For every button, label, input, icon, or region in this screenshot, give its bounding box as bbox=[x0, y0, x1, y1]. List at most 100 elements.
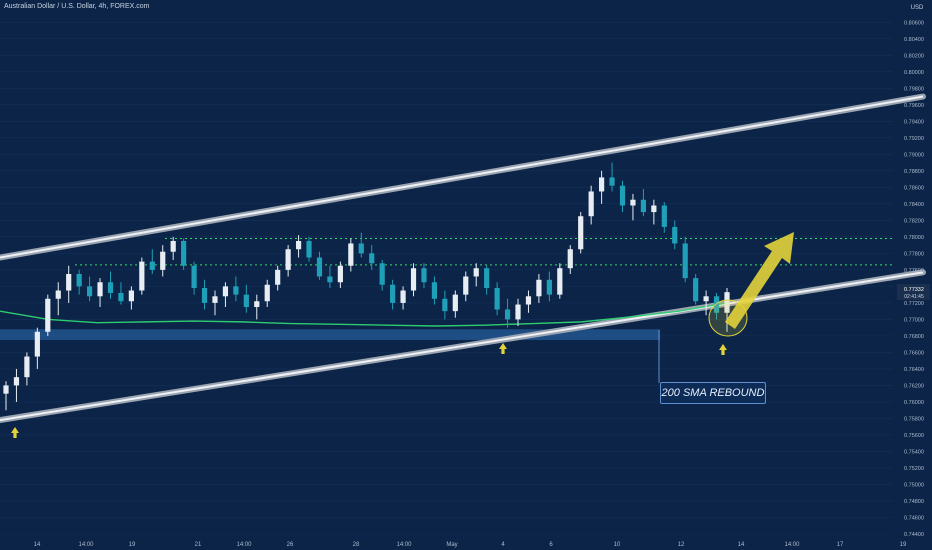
candle bbox=[379, 259, 385, 291]
price-tick-label: 0.80000 bbox=[904, 70, 924, 76]
price-tick-label: 0.76600 bbox=[904, 350, 924, 356]
time-tick-label: 19 bbox=[129, 542, 136, 548]
price-tick-label: 0.78800 bbox=[904, 169, 924, 175]
price-channel bbox=[0, 93, 926, 424]
candle bbox=[515, 298, 521, 326]
time-tick-label: 19 bbox=[900, 542, 907, 548]
price-tick-label: 0.75800 bbox=[904, 416, 924, 422]
price-tick-label: 0.78000 bbox=[904, 235, 924, 241]
candle bbox=[578, 212, 584, 254]
candle bbox=[34, 327, 40, 369]
candle bbox=[222, 282, 229, 308]
time-tick-label: 10 bbox=[614, 542, 621, 548]
candle bbox=[473, 263, 479, 287]
candle bbox=[191, 261, 197, 295]
up-arrow-icon bbox=[499, 343, 507, 354]
candle bbox=[484, 265, 490, 295]
candle bbox=[619, 180, 626, 213]
price-tick-label: 0.77200 bbox=[904, 301, 924, 307]
candle bbox=[421, 263, 427, 289]
candle bbox=[410, 263, 417, 297]
time-tick-label: 14:00 bbox=[396, 542, 412, 548]
candle bbox=[567, 245, 573, 274]
candle bbox=[212, 290, 218, 316]
candle bbox=[358, 232, 364, 258]
candle bbox=[254, 294, 260, 320]
candle bbox=[285, 245, 291, 277]
candle bbox=[316, 251, 323, 280]
candles bbox=[3, 162, 730, 411]
candle bbox=[97, 278, 103, 308]
time-tick-label: 14 bbox=[34, 542, 41, 548]
candle bbox=[442, 290, 448, 320]
candle bbox=[494, 282, 500, 316]
candle bbox=[3, 381, 9, 411]
candle bbox=[264, 279, 270, 308]
candle bbox=[463, 271, 469, 302]
price-tick-label: 0.74800 bbox=[904, 499, 924, 505]
price-tick-label: 0.79400 bbox=[904, 119, 924, 125]
up-arrow-icon bbox=[719, 344, 727, 355]
candle bbox=[170, 236, 176, 260]
candle bbox=[181, 238, 187, 270]
price-tick-label: 0.74400 bbox=[904, 532, 924, 538]
price-tick-label: 0.75000 bbox=[904, 482, 924, 488]
price-tick-label: 0.76400 bbox=[904, 367, 924, 373]
time-tick-label: 21 bbox=[195, 542, 202, 548]
candle bbox=[651, 199, 657, 225]
candle bbox=[118, 282, 124, 305]
candle bbox=[45, 294, 51, 336]
price-tick-label: 0.75200 bbox=[904, 466, 924, 472]
price-tick-label: 0.74600 bbox=[904, 515, 924, 521]
price-tick-label: 0.77000 bbox=[904, 317, 924, 323]
candle bbox=[588, 185, 594, 225]
candle bbox=[139, 257, 145, 295]
price-tick-label: 0.79200 bbox=[904, 136, 924, 142]
price-tick-label: 0.75400 bbox=[904, 449, 924, 455]
candle bbox=[390, 279, 396, 310]
grid bbox=[0, 21, 893, 535]
time-tick-label: 14:00 bbox=[784, 542, 800, 548]
candle bbox=[13, 368, 20, 402]
candle bbox=[128, 286, 134, 310]
candle bbox=[703, 290, 709, 316]
price-tick-label: 0.77600 bbox=[904, 268, 924, 274]
candle bbox=[452, 290, 458, 318]
annotations bbox=[11, 232, 794, 438]
price-tick-label: 0.79600 bbox=[904, 103, 924, 109]
candle bbox=[24, 352, 30, 386]
candle bbox=[66, 265, 72, 303]
price-tick-label: 0.77800 bbox=[904, 251, 924, 257]
time-tick-label: 17 bbox=[837, 542, 844, 548]
bullish-arrow-icon bbox=[725, 232, 794, 329]
candle bbox=[599, 170, 605, 204]
chart-title: Australian Dollar / U.S. Dollar, 4h, FOR… bbox=[4, 3, 150, 10]
candle bbox=[337, 261, 343, 289]
candle bbox=[149, 249, 155, 274]
candle bbox=[400, 286, 406, 310]
candle bbox=[295, 235, 302, 258]
price-tick-label: 0.80400 bbox=[904, 37, 924, 43]
price-axis: USD 0.80600 0.80400 0.80200 0.80000 0.79800 0.… bbox=[897, 5, 930, 538]
price-tick-label: 0.76000 bbox=[904, 400, 924, 406]
currency-label: USD bbox=[911, 5, 924, 11]
candle bbox=[55, 282, 61, 316]
time-tick-label: 4 bbox=[501, 542, 505, 548]
candle bbox=[557, 263, 563, 299]
current-price-label: 0.77332 bbox=[904, 287, 924, 293]
price-tick-label: 0.79800 bbox=[904, 86, 924, 92]
resistance-levels bbox=[75, 238, 893, 266]
candle bbox=[369, 245, 375, 270]
candle bbox=[693, 274, 699, 305]
price-tick-label: 0.80200 bbox=[904, 53, 924, 59]
price-tick-label: 0.78200 bbox=[904, 218, 924, 224]
time-tick-label: 12 bbox=[678, 542, 685, 548]
price-tick-label: 0.78400 bbox=[904, 202, 924, 208]
candle bbox=[306, 236, 312, 262]
candle bbox=[546, 271, 552, 302]
channel-upper-line bbox=[0, 93, 926, 261]
countdown-label: 02:41:45 bbox=[904, 294, 924, 300]
candle bbox=[724, 288, 730, 332]
candle bbox=[348, 238, 354, 272]
